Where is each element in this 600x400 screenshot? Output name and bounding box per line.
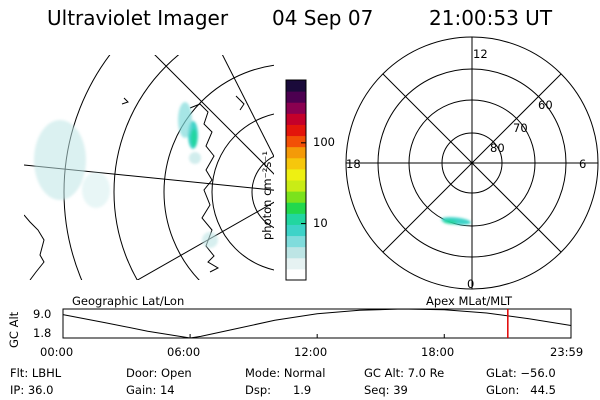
polar-panel-label: Apex MLat/MLT <box>426 294 513 308</box>
colorbar-band <box>286 113 306 125</box>
geo-lat-line <box>113 55 180 280</box>
mlt-label-18: 18 <box>346 157 361 171</box>
colorbar-band <box>286 135 306 148</box>
status-glat: GLat: −56.0 <box>486 366 556 380</box>
colorbar-band <box>286 235 306 248</box>
aurora-spot <box>34 120 86 200</box>
altitude-series-line <box>62 308 572 339</box>
aurora-spot <box>82 172 110 208</box>
colorbar-band <box>286 257 306 270</box>
timeline-xtick: 23:59 <box>550 345 584 359</box>
colorbar-tick-10: 10 <box>313 215 328 230</box>
colorbar-band <box>286 80 306 92</box>
colorbar-band <box>286 91 306 103</box>
aurora-spot <box>191 129 197 147</box>
colorbar-frame <box>285 79 307 281</box>
status-door: Door: Open <box>126 366 192 380</box>
aurora-spot <box>178 102 192 138</box>
mlt-label-0: 0 <box>467 277 475 291</box>
geo-panel-label: Geographic Lat/Lon <box>72 294 185 308</box>
colorbar-band <box>286 202 306 214</box>
colorbar-band <box>286 213 306 225</box>
polar-axis <box>382 73 562 253</box>
aurora-spot <box>202 232 218 248</box>
colorbar-tick-100: 100 <box>313 134 335 149</box>
mlat-label-60: 60 <box>538 98 553 112</box>
geo-lat-line <box>163 64 274 280</box>
colorbar-band <box>286 168 306 181</box>
colorbar-band <box>286 102 306 114</box>
colorbar-band <box>286 191 306 203</box>
status-glon: GLon: 44.5 <box>486 383 556 397</box>
timeline-ytick-max: 9.0 <box>33 307 52 321</box>
coastline <box>189 103 220 273</box>
aurora-spot <box>189 152 201 164</box>
status-gain: Gain: 14 <box>126 383 175 397</box>
timeline-ylabel: GC Alt <box>7 311 21 348</box>
aurora-spot <box>443 219 457 225</box>
timeline-ytick-min: 1.8 <box>33 326 52 340</box>
status-flt: Flt: LBHL <box>10 366 62 380</box>
status-seq: Seq: 39 <box>364 383 408 397</box>
coastline <box>24 214 45 280</box>
status-ip: IP: 36.0 <box>10 383 54 397</box>
geo-lon-line <box>154 55 274 175</box>
timeline-xtick: 12:00 <box>294 345 328 359</box>
colorbar-band <box>286 180 306 192</box>
coastline <box>235 95 245 111</box>
geo-lon-line <box>221 55 274 158</box>
status-mode: Mode: Normal <box>245 366 326 380</box>
time-label: 21:00:53 UT <box>429 6 553 30</box>
mlt-label-6: 6 <box>579 157 587 171</box>
status-gcalt: GC Alt: 7.0 Re <box>364 366 445 380</box>
date-label: 04 Sep 07 <box>272 6 374 30</box>
colorbar-band <box>286 224 306 237</box>
geo-lat-line <box>251 155 274 229</box>
timeline-xtick: 00:00 <box>40 345 74 359</box>
colorbar-band <box>286 124 306 137</box>
instrument-title: Ultraviolet Imager <box>47 6 229 30</box>
colorbar-band <box>286 268 306 281</box>
mlat-label-70: 70 <box>513 121 528 135</box>
geo-lat-line <box>211 113 274 271</box>
timeline-xtick: 18:00 <box>421 345 455 359</box>
coastline <box>121 97 129 105</box>
mlat-label-80: 80 <box>490 141 505 155</box>
colorbar-band <box>286 246 306 259</box>
timeline-xtick: 06:00 <box>167 345 201 359</box>
colorbar-band <box>286 157 306 170</box>
status-dsp: Dsp: 1.9 <box>245 383 312 397</box>
mlt-label-12: 12 <box>473 47 488 61</box>
colorbar-band <box>286 146 306 159</box>
